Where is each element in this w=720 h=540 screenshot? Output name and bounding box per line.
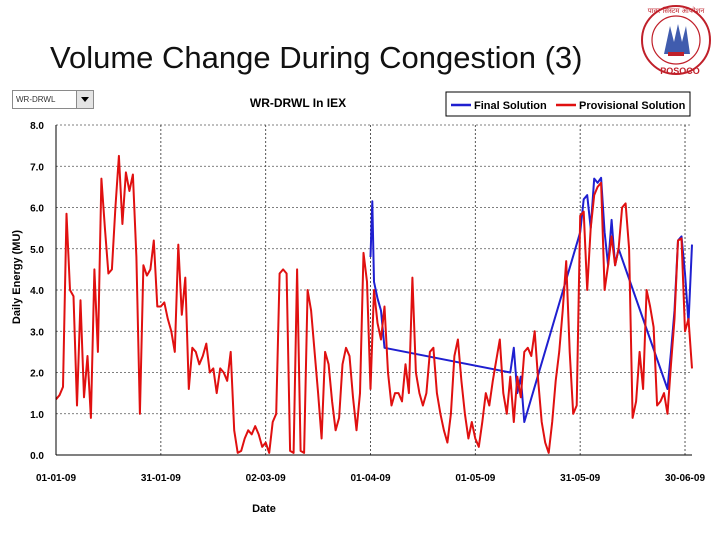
legend-label-final: Final Solution (474, 100, 547, 112)
x-tick-label: 02-03-09 (246, 473, 286, 484)
y-tick-label: 0.0 (30, 451, 44, 462)
x-tick-label: 01-05-09 (455, 473, 495, 484)
x-tick-label: 31-05-09 (560, 473, 600, 484)
y-tick-label: 7.0 (30, 162, 44, 173)
y-tick-label: 3.0 (30, 327, 44, 338)
grid (56, 124, 692, 455)
posoco-logo: पावर सिस्टम ऑपरेशन POSOCO (634, 2, 718, 78)
x-tick-label: 30-06-09 (665, 473, 705, 484)
x-tick-label: 01-04-09 (350, 473, 390, 484)
y-tick-label: 2.0 (30, 369, 44, 380)
region-select[interactable]: WR-DRWL (12, 90, 94, 109)
legend: Final Solution Provisional Solution (445, 91, 691, 117)
dropdown-arrow-icon[interactable] (76, 91, 93, 108)
series-provisional-solution-line (55, 154, 693, 454)
y-tick-label: 8.0 (30, 121, 44, 132)
y-tick-label: 4.0 (30, 286, 44, 297)
series-lines (55, 154, 693, 454)
y-tick-label: 6.0 (30, 204, 44, 215)
logo-acronym: POSOCO (660, 66, 700, 76)
region-select-value: WR-DRWL (16, 95, 56, 104)
x-tick-label: 31-01-09 (141, 473, 181, 484)
chart-title: WR-DRWL In IEX (250, 96, 346, 110)
y-tick-label: 1.0 (30, 410, 44, 421)
posoco-emblem-icon: पावर सिस्टम ऑपरेशन POSOCO (641, 5, 711, 76)
x-tick-label: 01-01-09 (36, 473, 76, 484)
slide-title: Volume Change During Congestion (3) (50, 40, 583, 75)
legend-label-provisional: Provisional Solution (579, 100, 686, 112)
y-tick-label: 5.0 (30, 245, 44, 256)
x-axis-label: Date (252, 503, 276, 515)
y-axis-label: Daily Energy (MU) (11, 230, 23, 324)
axes: 0.0 1.0 2.0 3.0 4.0 5.0 6.0 7.0 8.0 01-01-09 31-01… (30, 121, 705, 484)
logo-hindi-text: पावर सिस्टम ऑपरेशन (648, 6, 705, 15)
